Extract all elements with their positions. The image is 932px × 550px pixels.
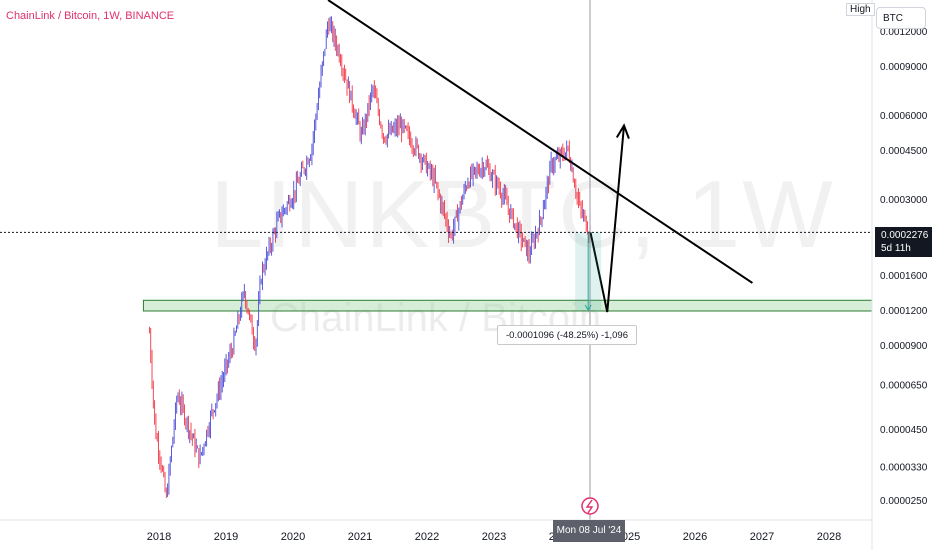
x-tick-label: 2026 [683,531,707,543]
y-tick-label: 0.0003000 [880,195,928,206]
crosshair-date-label: Mon 08 Jul '24 [553,520,625,542]
x-tick-label: 2027 [750,531,774,543]
current-price-value: 0.0002276 [881,230,929,241]
x-tick-label: 2023 [482,531,506,543]
y-tick-label: 0.0004500 [880,146,928,157]
current-price-badge: 0.0002276 5d 11h [875,227,932,257]
y-tick-label: 0.0000450 [880,425,928,436]
support-zone[interactable] [142,299,873,312]
y-tick-label: 0.0000250 [880,496,928,507]
x-tick-label: 2022 [415,531,439,543]
projection-path[interactable] [589,125,625,313]
symbol-title: ChainLink / Bitcoin, 1W, BINANCE [6,10,175,22]
y-tick-label: 0.0000330 [880,462,928,473]
bar-countdown: 5d 11h [881,243,911,254]
price-source-button[interactable]: High [846,3,875,16]
x-tick-label: 2028 [817,531,841,543]
currency-selector[interactable]: BTC [876,7,926,29]
event-lightning-icon[interactable] [581,497,599,515]
resistance-trendline[interactable] [327,0,753,284]
projection-arrowhead [615,123,630,139]
x-tick-label: 2019 [214,531,238,543]
y-tick-label: 0.0009000 [880,62,928,73]
y-tick-label: 0.0001200 [880,306,928,317]
x-tick-label: 2021 [348,531,372,543]
y-tick-label: 0.0012000 [880,27,928,38]
y-tick-label: 0.0000900 [880,341,928,352]
measure-arrow [584,304,592,311]
y-tick-label: 0.0001600 [880,271,928,282]
y-tick-label: 0.0000650 [880,380,928,391]
x-tick-label: 2020 [281,531,305,543]
measure-label: -0.0001096 (-48.25%) -1,096 [497,325,637,345]
y-tick-label: 0.0006000 [880,111,928,122]
x-tick-label: 2018 [147,531,171,543]
